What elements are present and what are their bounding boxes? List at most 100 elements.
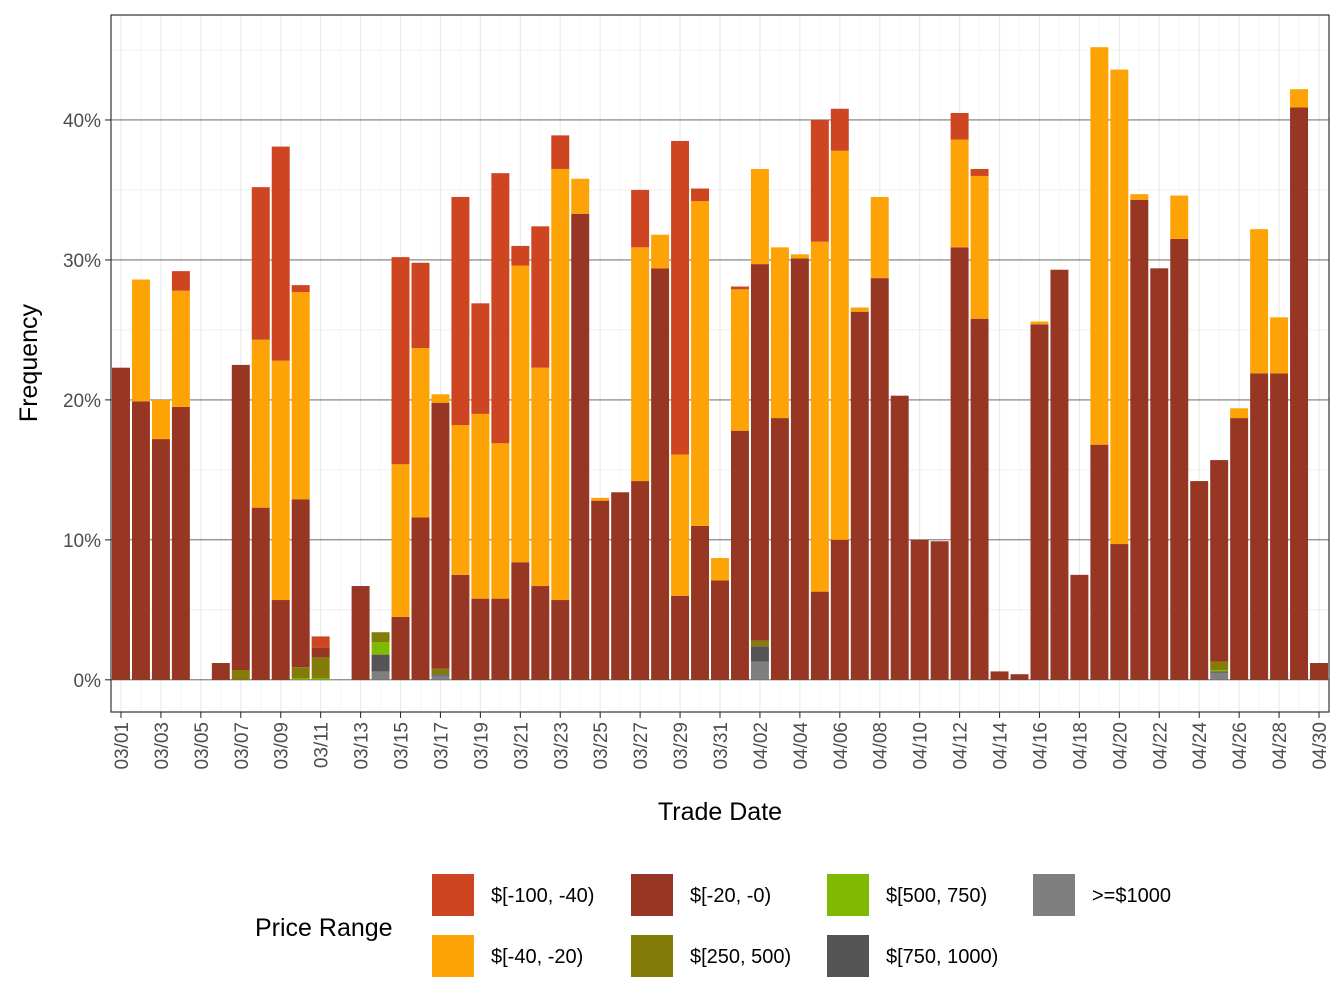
bar-segment [311,678,330,680]
x-tick-label: 03/01 [112,722,133,770]
legend-label: $[750, 1000) [886,946,998,968]
legend-label: $[-20, -0) [690,885,771,907]
bar-segment [431,402,450,669]
bar-segment [1270,373,1289,680]
x-tick-label: 04/12 [951,722,972,770]
bar-segment [651,268,670,680]
bar-segment [291,285,310,293]
bar-segment [651,234,670,269]
bar-segment [231,364,250,671]
bar-segment [810,591,829,680]
bar-segment [730,286,749,290]
bar-segment [730,430,749,680]
bar-segment [770,418,789,680]
bar-segment [850,311,869,680]
x-tick-label: 04/08 [871,722,892,770]
bar-segment [351,586,370,680]
y-tick-label: 0% [74,671,102,692]
x-tick-label: 04/02 [751,722,772,770]
x-tick-label: 03/13 [352,722,373,770]
legend-swatch [631,935,673,977]
bar-segment [551,135,570,169]
bar-segment [790,258,809,680]
bar-segment [231,670,250,680]
bar-segment [511,265,530,563]
bar-segment [171,271,190,291]
bar-segment [1030,321,1049,325]
bar-segment [311,657,330,679]
bar-segment [1150,268,1169,680]
bar-segment [691,525,710,680]
bar-segment [830,539,849,680]
bar-segment [451,196,470,426]
bar-segment [970,175,989,319]
bar-segment [371,642,390,655]
bar-segment [1090,47,1109,445]
bar-segment [790,254,809,259]
bar-segment [591,497,610,501]
bar-segment [1210,661,1229,671]
x-tick-label: 04/26 [1230,722,1251,770]
x-tick-label: 03/21 [511,722,532,770]
y-axis-title: Frequency [15,303,43,422]
bar-segment [171,406,190,680]
bar-segment [750,168,769,265]
bar-segment [471,413,490,599]
bar-segment [830,108,849,151]
bar-segment [890,395,909,680]
bar-segment [750,264,769,641]
bar-segment [311,647,330,658]
bar-segment [471,598,490,680]
bar-segment [691,188,710,202]
bar-segment [551,600,570,680]
bar-segment [431,394,450,403]
bar-segment [1210,670,1229,672]
bar-segment [631,189,650,248]
bar-segment [431,674,450,676]
bar-segment [551,168,570,601]
bars [111,47,1329,680]
bar-segment [970,318,989,680]
legend-label: $[500, 750) [886,885,987,907]
y-axis-ticks: 0% 10% 20% 30% 40% [63,111,111,692]
bar-segment [491,598,510,680]
bar-segment [1230,408,1249,419]
bar-segment [990,671,1009,680]
x-axis-ticks: 03/01 03/03 03/05 03/07 03/09 03/11 03/13 03/15… [112,712,1331,770]
bar-segment [1090,444,1109,680]
bar-segment [1050,269,1069,680]
x-tick-label: 04/22 [1150,722,1171,770]
bar-segment [251,187,270,340]
bar-segment [910,539,929,680]
bar-segment [391,464,410,617]
x-tick-label: 03/23 [551,722,572,770]
x-tick-label: 04/24 [1190,722,1211,770]
bar-segment [870,278,889,680]
x-tick-label: 03/07 [232,722,253,770]
bar-segment [810,241,829,592]
x-axis-title: Trade Date [658,798,782,826]
bar-segment [1210,672,1229,680]
legend-swatch [1033,874,1075,916]
bar-segment [671,140,690,455]
bar-segment [1210,460,1229,662]
bar-segment [251,507,270,680]
bar-segment [491,173,510,444]
bar-segment [451,425,470,575]
bar-segment [711,580,729,680]
bar-segment [371,632,390,643]
bar-segment [131,401,150,680]
bar-segment [830,150,849,540]
legend-swatch [827,935,869,977]
bar-segment [1110,69,1129,545]
bar-segment [411,517,430,680]
bar-segment [631,481,650,680]
bar-segment [1290,89,1309,108]
x-tick-label: 03/03 [152,722,173,770]
x-tick-label: 03/27 [631,722,652,770]
bar-segment [691,201,710,526]
x-tick-label: 04/10 [911,722,932,770]
bar-segment [271,146,290,361]
bar-segment [1170,238,1189,680]
